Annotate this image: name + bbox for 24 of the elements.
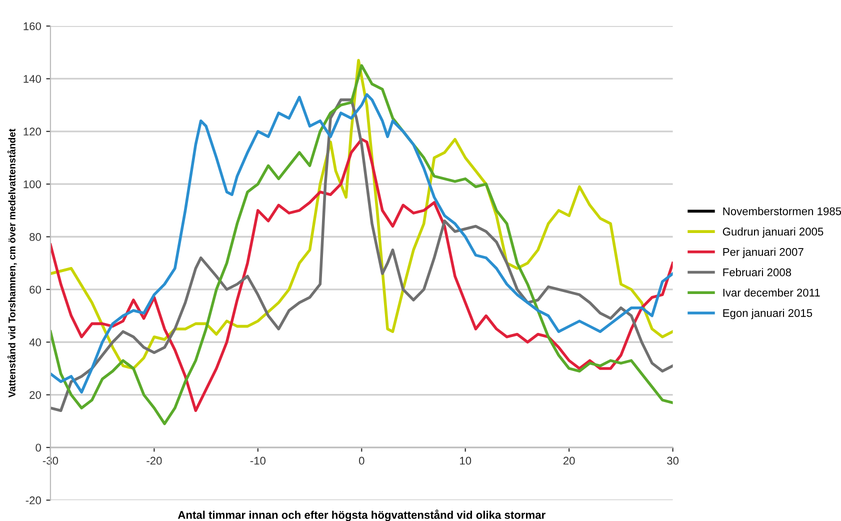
- legend-label: Februari 2008: [723, 268, 792, 276]
- y-tick-label: 140: [24, 74, 41, 83]
- y-tick-label: 60: [30, 286, 41, 294]
- y-axis-title: Vattenstånd vid Torshamnen, cm över medelvattenståndet: [7, 128, 17, 398]
- y-tick-label: 100: [24, 180, 41, 188]
- x-tick-label: 10: [460, 456, 472, 465]
- y-tick-label: 80: [30, 233, 41, 241]
- y-tick-label: -20: [26, 496, 41, 504]
- legend-label: Egon januari 2015: [723, 308, 812, 320]
- x-tick-label: 30: [667, 456, 679, 465]
- y-tick-label: 0: [36, 444, 41, 452]
- y-tick-label: 120: [24, 128, 41, 136]
- legend-label: Gudrun januari 2005: [722, 227, 824, 238]
- legend-label: Per januari 2007: [723, 248, 804, 258]
- x-tick-label: -10: [250, 456, 266, 465]
- x-axis-title: Antal timmar innan och efter högsta högvattenstånd vid olika stormar: [178, 510, 546, 521]
- x-tick-label: 0: [358, 456, 364, 465]
- legend-label: Ivar december 2011: [723, 288, 820, 297]
- y-tick-label: 20: [30, 391, 41, 399]
- y-tick-label: 160: [24, 22, 41, 30]
- legend-label: Novemberstormen 1985: [723, 207, 841, 216]
- x-tick-label: 20: [563, 456, 575, 465]
- y-tick-label: 40: [29, 338, 41, 346]
- x-tick-label: -20: [146, 456, 162, 465]
